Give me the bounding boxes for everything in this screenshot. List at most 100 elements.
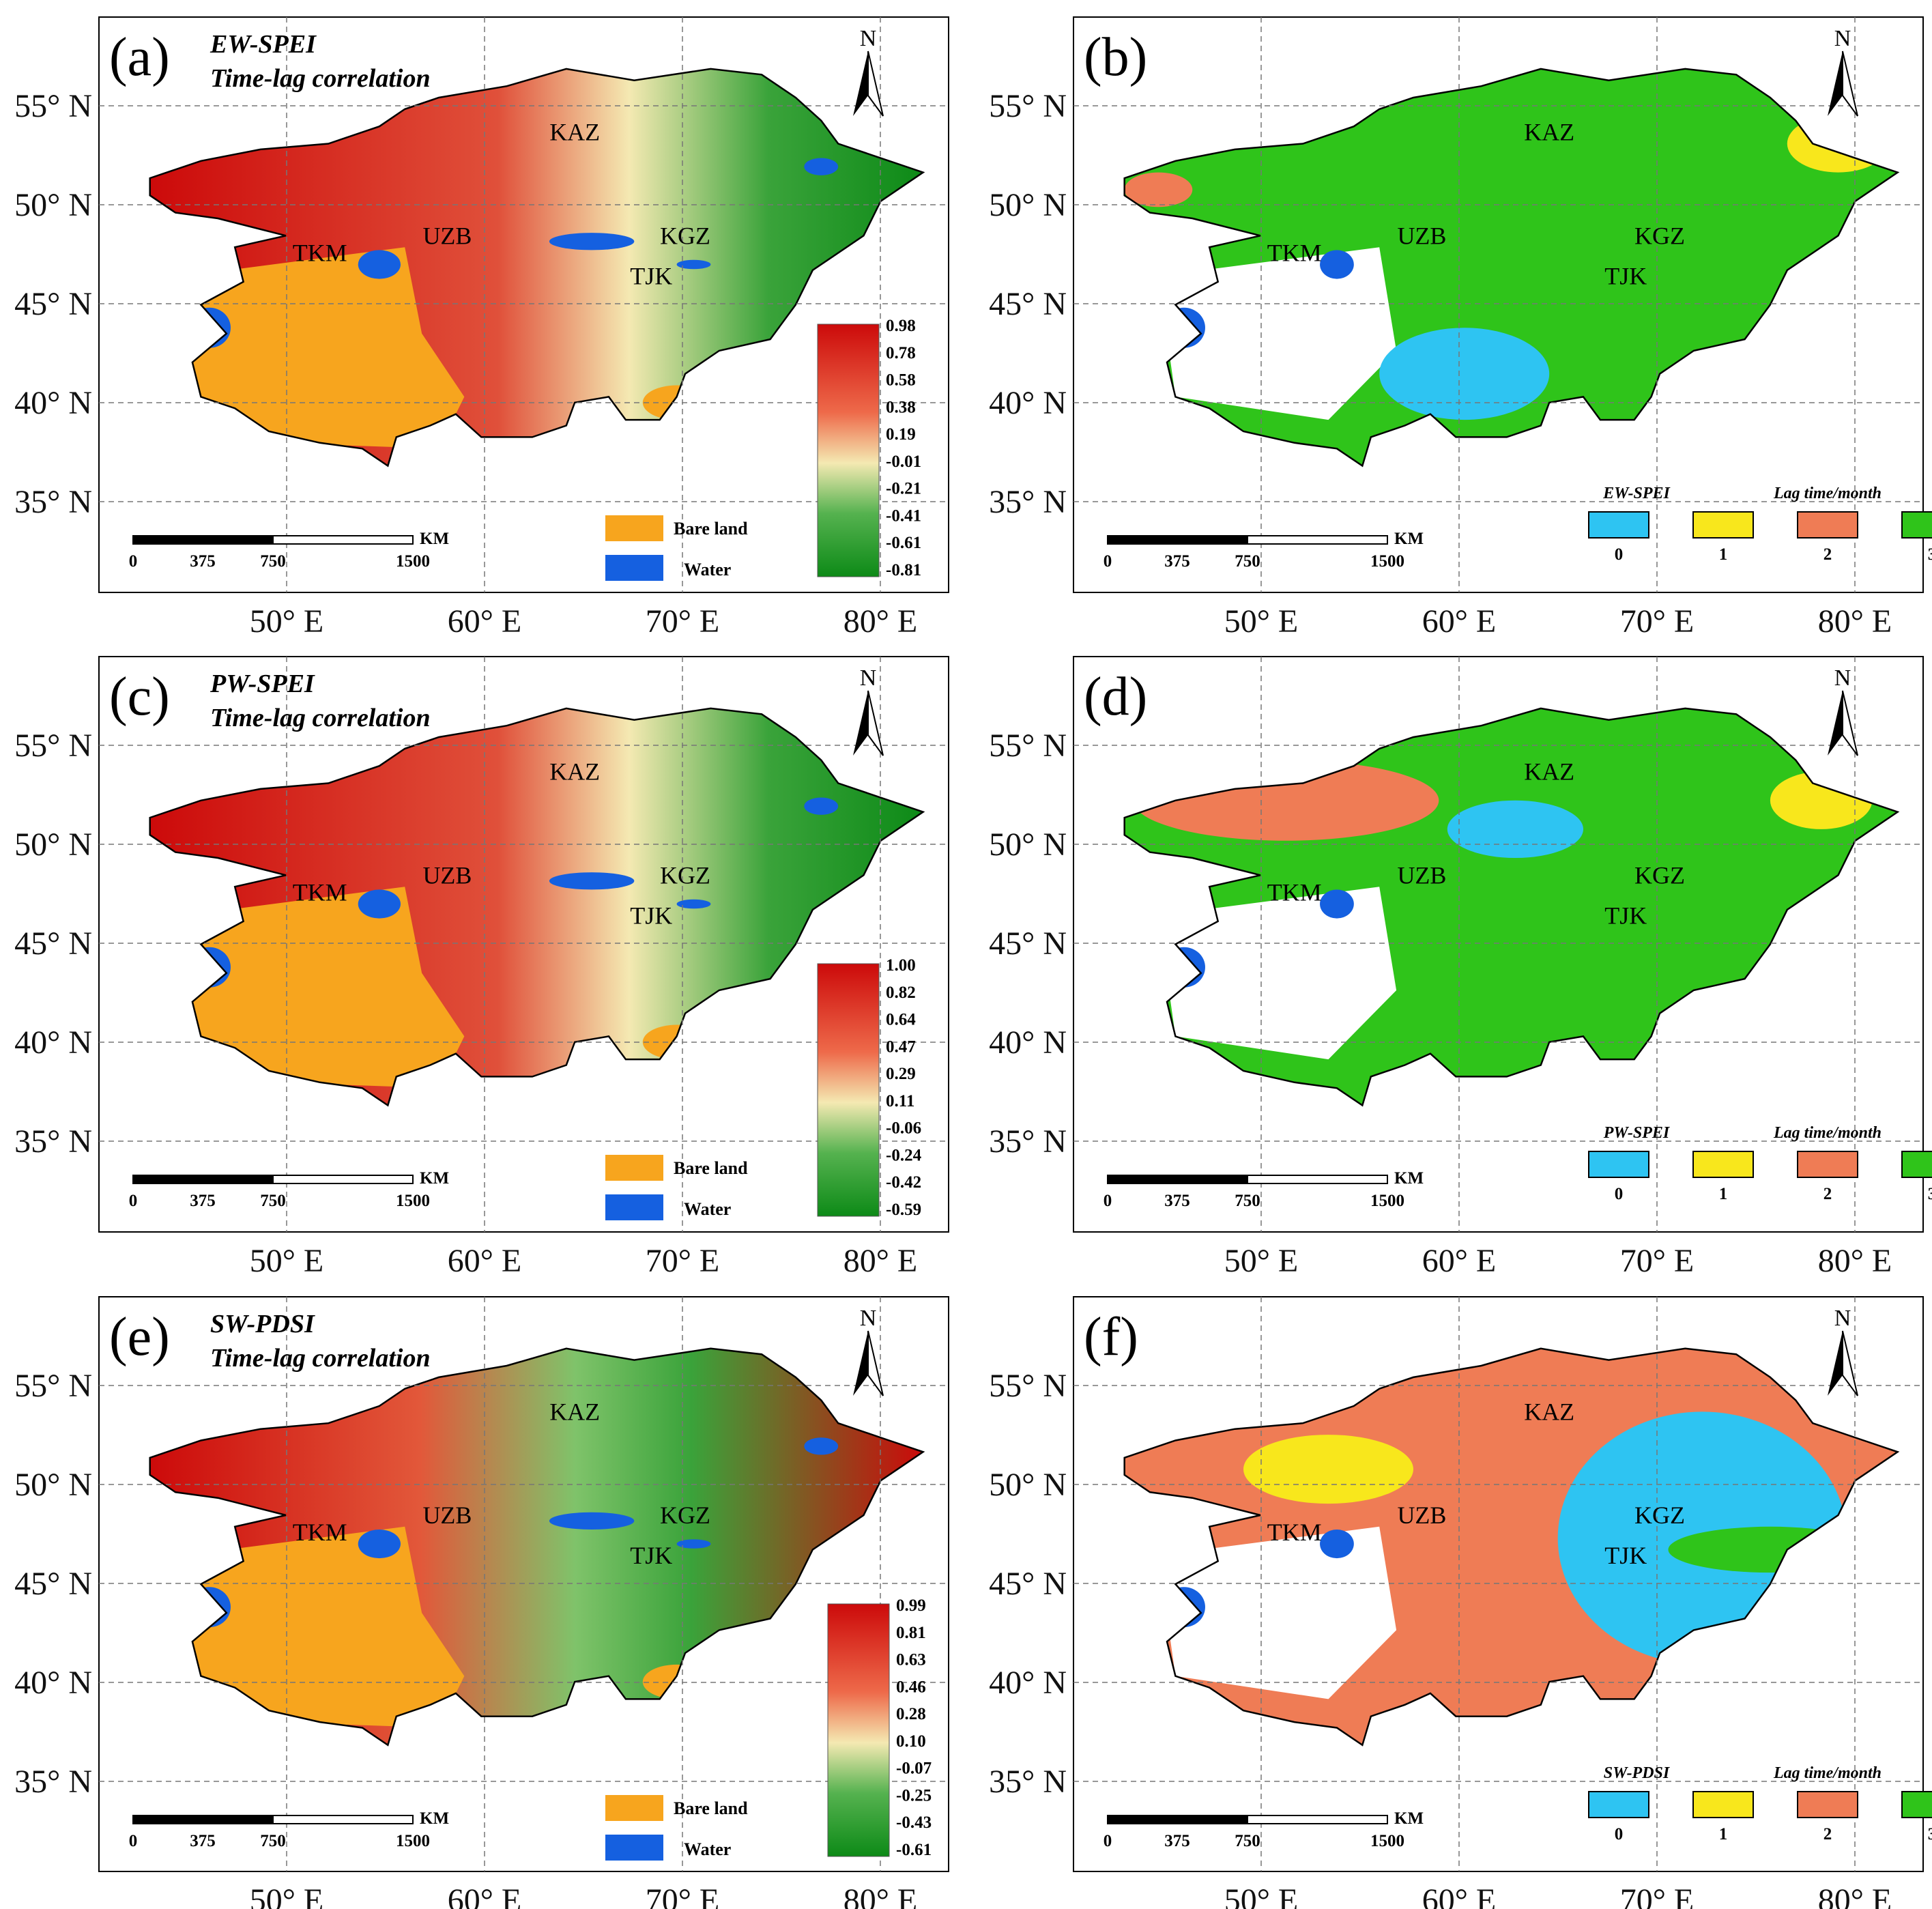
north-arrow-icon [1842,690,1858,756]
colorbar-tick-label: 1.00 [886,956,916,975]
no-data-area [1158,247,1397,420]
lag-class-label: 0 [1615,1185,1624,1203]
country-label: TKM [293,879,347,906]
panel-subtitle: Time-lag correlation [210,704,431,732]
lag-class-swatch [1901,511,1932,539]
country-label: KAZ [1524,1398,1574,1425]
north-arrow-label: N [860,26,877,51]
scale-bar-black [1107,1175,1248,1184]
colorbar-tick-label: 0.38 [886,398,916,416]
lat-tick-label: 45° N [989,1566,1067,1602]
lat-tick-label: 35° N [989,484,1067,520]
north-arrow-icon [1828,1331,1843,1396]
scale-tick-label: 750 [260,552,286,571]
lon-tick-label: 50° E [1224,1243,1299,1279]
panel-label: (c) [109,667,170,727]
country-label: TKM [1267,240,1322,267]
lag-legend-title: Lag time/month [1773,485,1881,502]
colorbar-tick-label: -0.21 [886,480,921,498]
water-body [1320,1530,1354,1559]
scale-tick-label: 1500 [396,1192,430,1210]
lat-tick-label: 55° N [14,728,92,764]
lag-class-swatch [1797,1151,1858,1178]
lon-tick-label: 60° E [1422,1243,1497,1279]
lat-tick-label: 40° N [989,1665,1067,1701]
scale-bar-black [132,1175,274,1184]
colorbar-tick-label: 0.58 [886,371,916,390]
bare-land-legend-label: Bare land [674,519,748,539]
colorbar [817,963,880,1217]
lag-class-label: 0 [1615,545,1624,564]
lag-class-label: 2 [1823,1185,1832,1203]
map-panel-a: 55° N 50° N 45° N 40° N 35° N 50° E 60° E 70° E… [14,16,949,640]
lat-tick-label: 35° N [14,1764,92,1800]
colorbar-tick-label: 0.10 [896,1732,926,1751]
colorbar-tick-label: -0.24 [886,1146,922,1164]
map-panel-c: 55° N 50° N 45° N 40° N 35° N 50° E 60° E 70° E… [14,656,949,1279]
scale-unit: KM [420,1169,449,1188]
scale-tick-label: 0 [129,1832,138,1850]
country-label: UZB [422,1502,472,1529]
scale-tick-label: 375 [1164,552,1190,571]
lon-tick-label: 50° E [1224,603,1299,640]
lag-class-swatch [1692,511,1754,539]
country-label: TJK [630,902,672,929]
colorbar-tick-label: -0.06 [886,1119,921,1138]
panel-index-title: PW-SPEI [210,670,315,698]
lat-tick-label: 35° N [989,1764,1067,1800]
scale-tick-label: 0 [1104,1832,1112,1850]
country-label: KGZ [660,1502,710,1529]
water-body [549,233,635,250]
scale-tick-label: 375 [190,1192,216,1210]
colorbar-tick-label: -0.81 [886,561,921,579]
scale-bar-white [272,1815,414,1824]
lag-class-label: 0 [1615,1825,1624,1843]
colorbar-tick-label: -0.01 [886,453,921,471]
scale-bar-black [1107,535,1248,545]
lat-tick-label: 55° N [14,1368,92,1404]
scale-tick-label: 1500 [1370,552,1404,571]
country-border [149,68,925,468]
lat-tick-label: 45° N [989,286,1067,322]
lag-legend-title: Lag time/month [1773,1764,1881,1782]
scale-bar-white [1247,535,1388,545]
colorbar-tick-label: -0.41 [886,506,921,525]
lon-tick-label: 80° E [1818,603,1892,640]
lag-class-swatch [1588,1791,1649,1818]
panel-index-title: EW-SPEI [210,30,317,59]
lat-tick-label: 50° N [989,1467,1067,1503]
north-arrow-label: N [860,1306,877,1331]
water-body [358,889,401,919]
water-legend-label: Water [684,1199,731,1219]
lag-class-label: 1 [1719,545,1728,564]
lag-class-swatch [1901,1151,1932,1178]
lag-legend-index: PW-SPEI [1603,1124,1671,1142]
north-arrow-icon [1842,51,1858,117]
water-body [549,872,635,890]
lag-class-swatch [1797,511,1858,539]
country-label: UZB [1397,861,1446,889]
water-body [1320,889,1354,919]
scale-unit: KM [1394,1809,1424,1828]
lat-tick-label: 50° N [989,827,1067,863]
lat-tick-label: 40° N [989,385,1067,421]
lat-tick-label: 55° N [989,728,1067,764]
scale-tick-label: 1500 [1370,1832,1404,1850]
colorbar-tick-label: -0.61 [896,1841,932,1859]
scale-tick-label: 750 [1235,1192,1260,1210]
north-arrow-icon [853,51,868,116]
lat-tick-label: 40° N [989,1024,1067,1061]
scale-bar-white [272,535,414,545]
north-arrow-label: N [860,665,877,691]
bare-land-swatch [605,515,663,541]
no-data-area [1158,887,1397,1060]
colorbar-tick-label: 0.19 [886,425,916,444]
lag-class-swatch [1692,1151,1754,1178]
lon-tick-label: 50° E [250,603,324,640]
colorbar [827,1603,890,1857]
colorbar [817,324,880,577]
north-arrow-label: N [1834,665,1851,691]
country-label: TKM [1267,879,1322,906]
colorbar-tick-label: 0.98 [886,317,916,335]
country-border [149,707,925,1107]
